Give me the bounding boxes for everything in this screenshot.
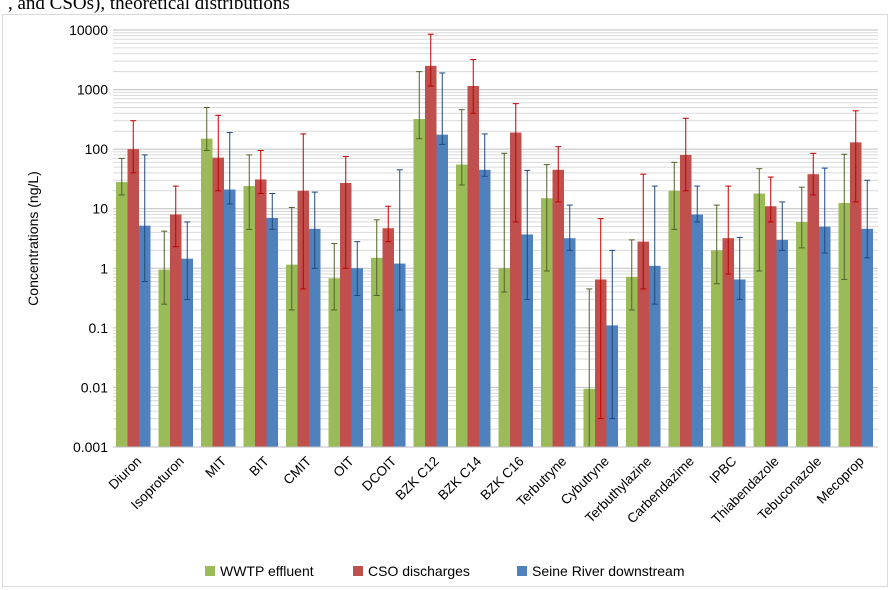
bar-cso-discharges-terbuthylazine	[637, 241, 649, 447]
y-axis-label: Concentrations (ng/L)	[25, 171, 41, 306]
legend-label-cso-discharges: CSO discharges	[368, 563, 470, 579]
bar-wwtp-effluent-thiabendazole	[753, 193, 765, 447]
bar-cso-discharges-mecoprop	[850, 142, 862, 447]
y-tick-label: 10000	[69, 22, 108, 38]
bar-wwtp-effluent-terbutryne	[541, 198, 553, 447]
bar-seine-river-downstream-isoproturon	[181, 258, 193, 447]
y-tick-label: 0.001	[73, 439, 108, 455]
bar-wwtp-effluent-mit	[201, 138, 213, 448]
x-tick-label: BIT	[246, 454, 271, 479]
y-tick-label: 1	[100, 260, 108, 276]
bar-seine-river-downstream-mecoprop	[861, 228, 873, 447]
bar-cso-discharges-cmit	[297, 190, 309, 447]
x-tick-label: BZK C14	[435, 453, 485, 503]
bar-cso-discharges-bit	[255, 179, 267, 447]
legend: WWTP effluent CSO discharges Seine River d…	[205, 563, 685, 579]
bar-seine-river-downstream-bzk-c16	[521, 234, 533, 447]
legend-swatch-cso-discharges	[353, 566, 363, 576]
bar-cso-discharges-mit	[212, 157, 224, 447]
bar-wwtp-effluent-terbuthylazine	[626, 276, 638, 447]
bar-wwtp-effluent-mecoprop	[838, 202, 850, 447]
y-tick-label: 1000	[77, 82, 108, 98]
bar-wwtp-effluent-carbendazime	[668, 190, 680, 447]
bar-cso-discharges-tebuconazole	[807, 174, 819, 447]
figure-caption: , and CSOs), theoretical distributions	[8, 0, 290, 14]
bar-wwtp-effluent-isoproturon	[158, 269, 170, 447]
bar-cso-discharges-bzk-c16	[510, 132, 522, 447]
bar-seine-river-downstream-tebuconazole	[819, 226, 831, 447]
bar-cso-discharges-ipbc	[722, 238, 734, 447]
x-tick-label: BZK C12	[393, 454, 442, 503]
bar-wwtp-effluent-bzk-c12	[413, 119, 425, 447]
chart-frame	[2, 14, 888, 587]
legend-swatch-seine-river-downstream	[517, 566, 527, 576]
x-tick-label: MIT	[202, 454, 229, 481]
bar-wwtp-effluent-bit	[243, 186, 255, 447]
x-tick-label: DCOIT	[359, 454, 399, 494]
bar-cso-discharges-isoproturon	[170, 214, 182, 447]
bar-seine-river-downstream-terbutryne	[564, 238, 576, 447]
bar-wwtp-effluent-oit	[328, 278, 340, 447]
bars	[116, 65, 873, 448]
bar-wwtp-effluent-diuron	[116, 182, 128, 447]
bar-seine-river-downstream-dcoit	[394, 263, 406, 447]
bar-seine-river-downstream-bit	[266, 217, 278, 447]
bar-seine-river-downstream-oit	[351, 268, 363, 447]
bar-seine-river-downstream-bzk-c14	[479, 169, 491, 447]
x-tick-label: Mecoprop	[814, 454, 867, 507]
bar-seine-river-downstream-mit	[224, 189, 236, 447]
bar-cso-discharges-terbutryne	[552, 169, 564, 447]
bar-seine-river-downstream-diuron	[139, 225, 151, 447]
y-tick-label: 0.01	[81, 379, 108, 395]
error-bars	[118, 33, 871, 448]
bar-cso-discharges-carbendazime	[680, 154, 692, 447]
y-tick-label: 10	[92, 201, 108, 217]
legend-label-wwtp-effluent: WWTP effluent	[220, 563, 314, 579]
gridlines	[113, 29, 878, 448]
bar-seine-river-downstream-thiabendazole	[776, 239, 788, 447]
legend-label-seine-river-downstream: Seine River downstream	[532, 563, 685, 579]
bar-wwtp-effluent-cmit	[286, 264, 298, 447]
bar-cso-discharges-thiabendazole	[765, 206, 777, 447]
bar-wwtp-effluent-ipbc	[711, 250, 723, 447]
y-tick-label: 100	[85, 141, 109, 157]
bar-wwtp-effluent-dcoit	[371, 257, 383, 447]
bar-cso-discharges-bzk-c12	[425, 65, 437, 447]
x-tick-label: IPBC	[706, 453, 739, 486]
bar-seine-river-downstream-bzk-c12	[436, 134, 448, 447]
x-tick-label: Diuron	[106, 454, 145, 493]
bar-seine-river-downstream-cmit	[309, 228, 321, 447]
legend-swatch-wwtp-effluent	[205, 566, 215, 576]
bar-seine-river-downstream-terbuthylazine	[649, 265, 661, 447]
bar-seine-river-downstream-carbendazime	[691, 214, 703, 447]
y-tick-label: 0.1	[89, 320, 109, 336]
bar-cso-discharges-oit	[340, 183, 352, 447]
bar-wwtp-effluent-tebuconazole	[796, 221, 808, 447]
x-tick-label: CMIT	[280, 454, 314, 488]
bar-cso-discharges-diuron	[127, 149, 139, 447]
x-tick-label: OIT	[330, 454, 357, 481]
bar-wwtp-effluent-bzk-c16	[498, 268, 510, 447]
bar-cso-discharges-bzk-c14	[467, 85, 479, 448]
bar-cso-discharges-dcoit	[382, 228, 394, 447]
bar-seine-river-downstream-ipbc	[734, 279, 746, 447]
bar-wwtp-effluent-bzk-c14	[456, 164, 468, 448]
